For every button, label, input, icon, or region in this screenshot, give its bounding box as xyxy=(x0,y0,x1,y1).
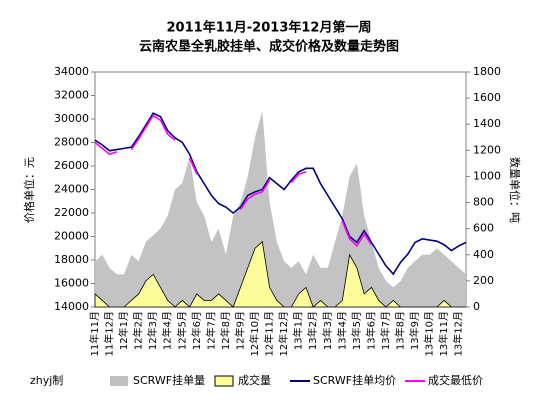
y-tick-label: 20000 xyxy=(54,230,89,243)
x-tick-label: 12年2月 xyxy=(132,311,145,350)
line xyxy=(130,114,176,151)
y2-axis-label: 数量单位：吨 xyxy=(508,157,522,223)
x-tick-label: 12年8月 xyxy=(219,311,232,350)
x-tick-label: 13年10月 xyxy=(423,311,436,356)
y-tick-label: 18000 xyxy=(54,253,89,266)
legend-label: 成交最低价 xyxy=(428,373,483,387)
y-tick-label: 30000 xyxy=(54,112,89,125)
y2-tick-label: 1600 xyxy=(473,91,501,104)
x-tick-label: 12年10月 xyxy=(248,311,261,356)
x-tick-label: 12年3月 xyxy=(146,311,159,350)
x-tick-label: 13年8月 xyxy=(394,311,407,350)
x-tick-label: 12年5月 xyxy=(175,311,188,350)
x-tick-label: 12年9月 xyxy=(233,311,246,350)
x-tick-label: 13年11月 xyxy=(437,311,450,356)
y2-tick-label: 600 xyxy=(473,222,494,235)
line xyxy=(290,171,307,183)
y2-tick-label: 400 xyxy=(473,248,494,261)
line xyxy=(188,157,198,175)
chart-title: 2011年11月-2013年12月第一周 xyxy=(167,20,372,36)
line xyxy=(341,220,373,248)
y-tick-label: 28000 xyxy=(54,136,89,149)
legend-label: 成交量 xyxy=(238,373,271,387)
x-tick-label: 13年3月 xyxy=(321,311,334,350)
y2-tick-label: 800 xyxy=(473,196,494,209)
line xyxy=(94,141,118,156)
y2-tick-label: 1800 xyxy=(473,65,501,78)
x-tick-label: 12年11月 xyxy=(263,311,276,356)
y-tick-label: 14000 xyxy=(54,300,89,313)
x-tick-label: 13年9月 xyxy=(408,311,421,350)
y2-tick-label: 1400 xyxy=(473,117,501,130)
y-tick-label: 22000 xyxy=(54,206,89,219)
x-tick-label: 13年7月 xyxy=(379,311,392,350)
y2-tick-label: 1000 xyxy=(473,169,501,182)
y-tick-label: 26000 xyxy=(54,159,89,172)
y-axis-label: 价格单位：元 xyxy=(22,157,36,223)
y-tick-label: 34000 xyxy=(54,65,89,78)
area xyxy=(94,240,466,308)
y2-tick-label: 200 xyxy=(473,274,494,287)
x-tick-label: 12年4月 xyxy=(161,311,174,350)
x-tick-label: 13年4月 xyxy=(335,311,348,350)
chart-subtitle: 云南农垦全乳胶挂单、成交价格及数量走势图 xyxy=(139,39,399,55)
y-tick-label: 32000 xyxy=(54,89,89,102)
legend-label: SCRWF挂单量 xyxy=(133,373,205,387)
y2-tick-label: 0 xyxy=(473,300,480,313)
line xyxy=(94,112,467,276)
x-tick-label: 12年1月 xyxy=(117,311,130,350)
y2-tick-label: 1200 xyxy=(473,143,501,156)
legend-swatch xyxy=(110,376,128,386)
x-tick-label: 11年12月 xyxy=(103,311,116,356)
x-tick-label: 11年11月 xyxy=(88,311,101,356)
legend-label: SCRWF挂单均价 xyxy=(313,373,396,387)
x-tick-label: 12年12月 xyxy=(277,311,290,356)
x-tick-label: 12年7月 xyxy=(204,311,217,350)
area xyxy=(95,111,466,308)
x-tick-label: 13年5月 xyxy=(350,311,363,350)
x-tick-label: 13年2月 xyxy=(306,311,319,350)
x-tick-label: 13年6月 xyxy=(364,311,377,350)
x-tick-label: 12年6月 xyxy=(190,311,203,350)
x-tick-label: 13年1月 xyxy=(292,311,305,350)
legend-swatch xyxy=(214,375,234,387)
note: zhyj制 xyxy=(30,374,63,387)
y-tick-label: 16000 xyxy=(54,277,89,290)
x-tick-label: 13年12月 xyxy=(452,311,465,356)
y-tick-label: 24000 xyxy=(54,183,89,196)
line xyxy=(239,179,271,210)
